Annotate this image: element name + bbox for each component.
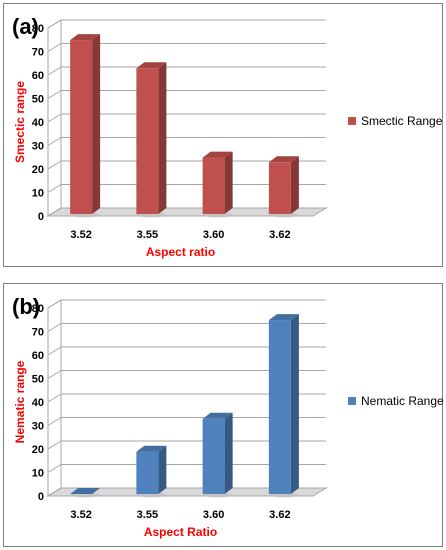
bar-nematic-3-62	[268, 314, 299, 498]
bar-side	[290, 314, 299, 494]
y-tick-label: 0	[38, 491, 44, 503]
x-tick-label: 3.55	[137, 229, 158, 241]
gridline-depth	[47, 393, 62, 403]
bar-front	[136, 68, 159, 214]
bar-top	[136, 445, 167, 452]
y-tick-label: 10	[32, 188, 44, 200]
bar-smectic-3-55	[136, 62, 167, 218]
legend: Smectic Range	[348, 114, 443, 128]
chart-panel-a: 0 10 20 30 40 50 60 70 80 3.52 3.55 3.60 3.62 Aspect …	[3, 3, 443, 267]
y-tick-label: 80	[32, 303, 44, 315]
y-axis-title: Smectic range	[13, 81, 27, 163]
gridline-depth	[47, 417, 62, 426]
bar-side	[158, 62, 167, 214]
y-tick-label: 30	[32, 141, 44, 153]
gridline-depth	[47, 323, 62, 332]
gridline-depth	[47, 440, 62, 450]
bar-nematic-3-60	[202, 412, 233, 498]
x-tick-label: 3.52	[70, 509, 91, 521]
x-axis-title: Aspect Ratio	[144, 525, 217, 539]
bar-nematic-3-52	[70, 488, 101, 498]
gridline-depth	[47, 66, 62, 76]
plot-area: 0 10 20 30 40 50 60 70 80 3.52 3.55 3.60 3.62	[32, 19, 328, 241]
gridline-depth	[47, 137, 62, 146]
y-tick-label: 30	[32, 421, 44, 433]
bar-nematic-3-55	[136, 445, 167, 498]
smectic-range-chart: 0 10 20 30 40 50 60 70 80 3.52 3.55 3.60 3.62 Aspect …	[12, 14, 443, 259]
y-tick-label: 0	[38, 211, 44, 223]
x-axis-title: Aspect ratio	[146, 245, 215, 259]
bar-front	[136, 451, 159, 494]
y-tick-label: 60	[32, 350, 44, 362]
gridline-depth	[47, 90, 62, 99]
bar-top	[202, 412, 233, 419]
y-tick-label: 20	[32, 164, 44, 176]
bar-side	[290, 156, 299, 214]
bar-top	[70, 488, 101, 494]
nematic-range-chart: 0 10 20 30 40 50 60 70 80 3.52 3.55 3.60 3.62 Aspect …	[12, 294, 444, 539]
y-tick-label: 70	[32, 327, 44, 339]
bar-top	[202, 151, 233, 158]
y-tick-label: 40	[32, 397, 44, 409]
gridline-depth	[47, 370, 62, 379]
gridline-depth	[47, 43, 62, 52]
x-tick-label: 3.60	[203, 509, 224, 521]
x-tick-label: 3.60	[203, 229, 224, 241]
y-axis-title: Nematic range	[13, 360, 27, 443]
bar-smectic-3-60	[202, 151, 233, 218]
bar-front	[268, 320, 291, 494]
gridline-depth	[47, 207, 62, 217]
legend-swatch	[348, 117, 356, 125]
bar-side	[158, 445, 167, 494]
y-tick-label: 40	[32, 117, 44, 129]
y-tick-label: 80	[32, 23, 44, 35]
y-tick-label: 50	[32, 94, 44, 106]
plot-area: 0 10 20 30 40 50 60 70 80 3.52 3.55 3.60 3.62	[32, 299, 328, 521]
bar-top	[268, 314, 299, 321]
y-tick-label: 70	[32, 47, 44, 59]
panel-label: (a)	[12, 14, 39, 39]
legend-label: Smectic Range	[361, 114, 443, 128]
x-tick-label: 3.62	[269, 229, 290, 241]
bar-top	[268, 156, 299, 163]
y-tick-label: 10	[32, 468, 44, 480]
legend-label: Nematic Range	[361, 394, 444, 408]
bar-front	[268, 162, 291, 214]
bar-side	[224, 412, 233, 494]
x-tick-label: 3.52	[70, 229, 91, 241]
bar-front	[202, 418, 225, 494]
bar-top	[136, 62, 167, 69]
bar-top	[70, 34, 101, 41]
bar-side	[92, 34, 101, 214]
bar-smectic-3-52	[70, 34, 101, 218]
bar-smectic-3-62	[268, 156, 299, 218]
panel-label: (b)	[12, 294, 40, 319]
gridline-depth	[47, 113, 62, 123]
y-tick-label: 20	[32, 444, 44, 456]
gridline-depth	[47, 160, 62, 170]
gridline-depth	[47, 299, 62, 309]
gridline-depth	[47, 19, 62, 29]
bar-front	[202, 157, 225, 214]
gridline-depth	[47, 464, 62, 473]
gridline-depth	[47, 487, 62, 497]
bar-side	[224, 151, 233, 214]
y-tick-label: 60	[32, 70, 44, 82]
bar-front	[70, 40, 93, 214]
x-tick-label: 3.62	[269, 509, 290, 521]
legend: Nematic Range	[348, 394, 444, 408]
chart-panel-b: 0 10 20 30 40 50 60 70 80 3.52 3.55 3.60 3.62 Aspect …	[3, 283, 444, 547]
legend-swatch	[348, 397, 356, 405]
x-tick-label: 3.55	[137, 509, 158, 521]
gridline-depth	[47, 184, 62, 193]
gridline-depth	[47, 346, 62, 356]
y-tick-label: 50	[32, 374, 44, 386]
